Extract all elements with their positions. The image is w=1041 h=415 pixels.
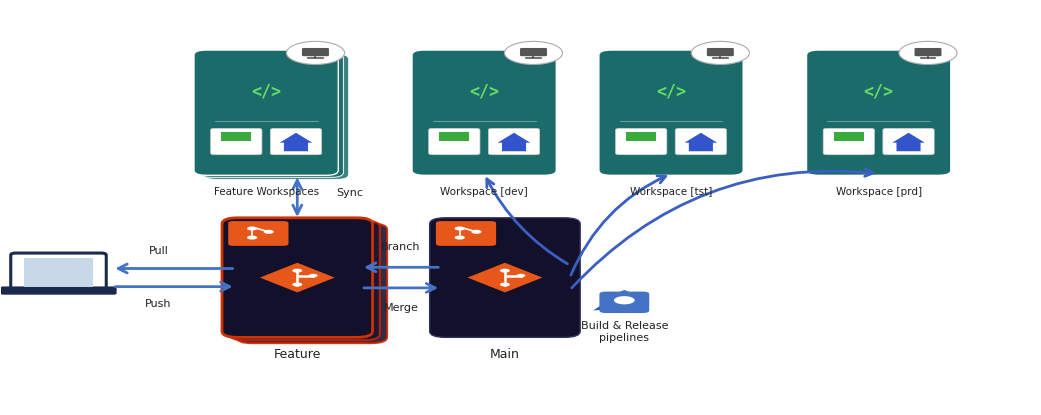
Text: Feature: Feature xyxy=(274,348,321,361)
FancyBboxPatch shape xyxy=(676,128,727,155)
FancyBboxPatch shape xyxy=(439,132,469,139)
FancyBboxPatch shape xyxy=(199,52,344,177)
FancyBboxPatch shape xyxy=(914,48,941,56)
Text: pipelines: pipelines xyxy=(600,333,650,343)
FancyBboxPatch shape xyxy=(271,128,322,155)
Text: Workspace [dev]: Workspace [dev] xyxy=(440,187,528,197)
Text: Main: Main xyxy=(490,348,519,361)
FancyArrowPatch shape xyxy=(487,179,567,264)
Circle shape xyxy=(505,42,562,64)
Text: Feature Workspaces: Feature Workspaces xyxy=(213,187,319,197)
Circle shape xyxy=(455,236,465,239)
Text: Push: Push xyxy=(145,299,172,309)
FancyBboxPatch shape xyxy=(24,259,93,287)
Text: </>: </> xyxy=(656,83,686,101)
Polygon shape xyxy=(260,263,334,293)
Text: </>: </> xyxy=(251,83,281,101)
Text: Workspace [tst]: Workspace [tst] xyxy=(630,187,712,197)
FancyBboxPatch shape xyxy=(834,132,864,139)
Text: Build & Release: Build & Release xyxy=(581,321,668,331)
Circle shape xyxy=(263,230,274,234)
Polygon shape xyxy=(685,133,717,151)
FancyBboxPatch shape xyxy=(204,54,349,179)
Circle shape xyxy=(899,42,957,64)
FancyBboxPatch shape xyxy=(488,128,539,155)
Circle shape xyxy=(472,230,482,234)
Polygon shape xyxy=(593,302,606,310)
FancyBboxPatch shape xyxy=(228,221,288,246)
Text: </>: </> xyxy=(469,83,500,101)
FancyBboxPatch shape xyxy=(707,48,734,56)
FancyBboxPatch shape xyxy=(883,128,934,155)
Polygon shape xyxy=(498,133,530,151)
FancyBboxPatch shape xyxy=(236,224,387,343)
Circle shape xyxy=(500,269,510,273)
FancyBboxPatch shape xyxy=(302,48,329,56)
Circle shape xyxy=(309,274,318,277)
FancyBboxPatch shape xyxy=(823,128,874,155)
FancyBboxPatch shape xyxy=(626,135,656,142)
Circle shape xyxy=(247,236,257,239)
FancyBboxPatch shape xyxy=(615,128,667,155)
FancyBboxPatch shape xyxy=(412,50,556,176)
FancyBboxPatch shape xyxy=(10,253,106,292)
FancyBboxPatch shape xyxy=(229,221,380,340)
Polygon shape xyxy=(467,263,542,293)
Text: </>: </> xyxy=(864,83,893,101)
Circle shape xyxy=(516,274,526,277)
FancyBboxPatch shape xyxy=(222,218,373,337)
FancyBboxPatch shape xyxy=(429,128,480,155)
FancyBboxPatch shape xyxy=(600,292,650,313)
Circle shape xyxy=(293,283,302,286)
FancyBboxPatch shape xyxy=(834,135,864,142)
FancyBboxPatch shape xyxy=(626,132,656,139)
Text: Workspace [prd]: Workspace [prd] xyxy=(836,187,921,197)
FancyBboxPatch shape xyxy=(222,135,251,142)
Circle shape xyxy=(614,296,635,304)
Polygon shape xyxy=(614,290,635,294)
Polygon shape xyxy=(892,133,924,151)
Text: Pull: Pull xyxy=(149,246,169,256)
FancyBboxPatch shape xyxy=(194,50,338,176)
Polygon shape xyxy=(280,133,312,151)
FancyBboxPatch shape xyxy=(436,221,497,246)
Circle shape xyxy=(293,269,302,273)
Circle shape xyxy=(247,227,257,231)
Circle shape xyxy=(286,42,345,64)
Text: Branch: Branch xyxy=(381,242,421,251)
FancyBboxPatch shape xyxy=(0,286,117,295)
Circle shape xyxy=(500,283,510,286)
FancyBboxPatch shape xyxy=(439,135,469,142)
FancyBboxPatch shape xyxy=(599,50,743,176)
Text: Merge: Merge xyxy=(384,303,418,313)
FancyBboxPatch shape xyxy=(807,50,950,176)
Text: Sync: Sync xyxy=(336,188,363,198)
FancyBboxPatch shape xyxy=(430,218,580,337)
FancyArrowPatch shape xyxy=(570,176,665,275)
FancyBboxPatch shape xyxy=(222,132,251,139)
FancyBboxPatch shape xyxy=(520,48,547,56)
FancyBboxPatch shape xyxy=(210,128,262,155)
FancyArrowPatch shape xyxy=(572,168,872,288)
Circle shape xyxy=(455,227,465,231)
Circle shape xyxy=(691,42,750,64)
